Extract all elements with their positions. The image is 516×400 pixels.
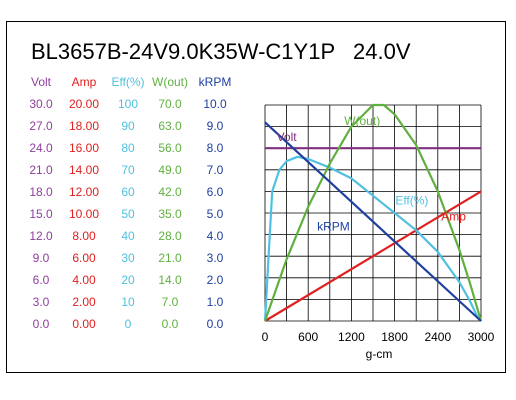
y-tick-eff: 60 [121, 185, 135, 199]
y-tick-wout: 56.0 [158, 141, 182, 155]
x-tick-label: 2400 [424, 330, 451, 344]
x-axis-label: g-cm [366, 347, 393, 361]
y-tick-eff: 20 [121, 273, 135, 287]
y-tick-volt: 6.0 [33, 273, 50, 287]
x-tick-label: 3000 [468, 330, 495, 344]
y-tick-wout: 63.0 [158, 119, 182, 133]
y-tick-eff: 100 [118, 97, 138, 111]
y-tick-wout: 14.0 [158, 273, 182, 287]
y-tick-krpm: 7.0 [207, 163, 224, 177]
chart-frame: BL3657B-24V9.0K35W-C1Y1P 24.0V Volt Amp Ef… [6, 21, 506, 373]
series-label-eff: Eff(%) [395, 193, 428, 207]
y-tick-krpm: 5.0 [207, 207, 224, 221]
axis-header-krpm: kRPM [199, 75, 232, 89]
y-tick-volt: 24.0 [29, 141, 53, 155]
y-tick-amp: 4.00 [72, 273, 96, 287]
series-label-volt: Volt [277, 130, 298, 144]
y-tick-eff: 80 [121, 141, 135, 155]
y-tick-wout: 7.0 [162, 295, 179, 309]
y-tick-eff: 30 [121, 251, 135, 265]
y-tick-krpm: 3.0 [207, 251, 224, 265]
x-tick-label: 1800 [381, 330, 408, 344]
y-tick-krpm: 6.0 [207, 185, 224, 199]
series-label-krpm: kRPM [317, 219, 350, 233]
axis-header-wout: W(out) [152, 75, 188, 89]
chart-title: BL3657B-24V9.0K35W-C1Y1P [31, 39, 335, 64]
y-tick-krpm: 4.0 [207, 229, 224, 243]
y-tick-eff: 50 [121, 207, 135, 221]
y-tick-wout: 49.0 [158, 163, 182, 177]
y-tick-wout: 0.0 [162, 317, 179, 331]
y-tick-krpm: 1.0 [207, 295, 224, 309]
y-tick-amp: 14.00 [69, 163, 99, 177]
y-tick-volt: 21.0 [29, 163, 53, 177]
y-tick-volt: 15.0 [29, 207, 53, 221]
y-tick-krpm: 2.0 [207, 273, 224, 287]
x-tick-label: 1200 [338, 330, 365, 344]
y-tick-wout: 21.0 [158, 251, 182, 265]
y-tick-amp: 20.00 [69, 97, 99, 111]
y-tick-amp: 6.00 [72, 251, 96, 265]
y-tick-eff: 70 [121, 163, 135, 177]
y-tick-krpm: 10.0 [203, 97, 227, 111]
y-tick-wout: 28.0 [158, 229, 182, 243]
y-tick-volt: 9.0 [33, 251, 50, 265]
axis-header-eff: Eff(%) [111, 75, 144, 89]
axis-header-amp: Amp [72, 75, 97, 89]
y-tick-amp: 2.00 [72, 295, 96, 309]
y-tick-volt: 30.0 [29, 97, 53, 111]
series-line-krpm [264, 121, 482, 322]
y-tick-amp: 0.00 [72, 317, 96, 331]
y-tick-krpm: 8.0 [207, 141, 224, 155]
y-tick-volt: 18.0 [29, 185, 53, 199]
y-tick-amp: 16.00 [69, 141, 99, 155]
y-tick-volt: 27.0 [29, 119, 53, 133]
y-tick-krpm: 0.0 [207, 317, 224, 331]
y-tick-wout: 42.0 [158, 185, 182, 199]
y-tick-eff: 10 [121, 295, 135, 309]
series-line-eff [263, 155, 482, 322]
x-tick-label: 0 [262, 330, 269, 344]
y-tick-eff: 90 [121, 119, 135, 133]
axis-header-volt: Volt [31, 75, 52, 89]
series-label-amp: Amp [441, 210, 466, 224]
y-tick-amp: 12.00 [69, 185, 99, 199]
y-tick-wout: 70.0 [158, 97, 182, 111]
series-line-wout [263, 103, 483, 322]
chart-subtitle: 24.0V [353, 39, 411, 64]
y-tick-volt: 0.0 [33, 317, 50, 331]
y-tick-eff: 0 [125, 317, 132, 331]
y-tick-amp: 18.00 [69, 119, 99, 133]
y-tick-volt: 3.0 [33, 295, 50, 309]
y-tick-eff: 40 [121, 229, 135, 243]
y-tick-krpm: 9.0 [207, 119, 224, 133]
y-tick-amp: 8.00 [72, 229, 96, 243]
y-tick-amp: 10.00 [69, 207, 99, 221]
x-tick-label: 600 [298, 330, 318, 344]
y-tick-wout: 35.0 [158, 207, 182, 221]
motor-performance-chart: BL3657B-24V9.0K35W-C1Y1P 24.0V Volt Amp Ef… [29, 39, 495, 361]
y-tick-volt: 12.0 [29, 229, 53, 243]
series-label-wout: W(out) [344, 114, 380, 128]
